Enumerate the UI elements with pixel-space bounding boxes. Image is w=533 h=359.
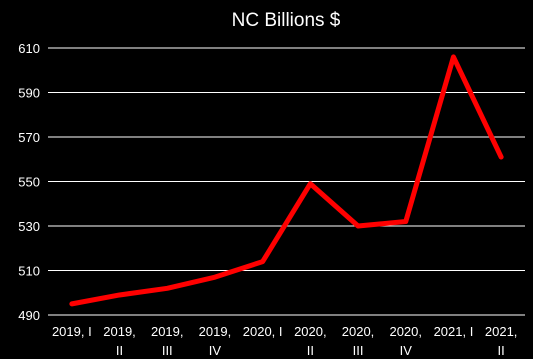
x-axis-tick-labels: 2019, I 2019, II 2019, III 2019, IV 2020, I 2020…: [52, 324, 517, 358]
x-tick-label: 2020, II: [294, 324, 327, 358]
data-point: [118, 293, 122, 297]
y-tick-label: 610: [18, 41, 40, 56]
y-tick-label: 490: [18, 308, 40, 323]
y-tick-label: 530: [18, 219, 40, 234]
x-tick-label: 2019, IV: [199, 324, 232, 358]
y-axis-tick-labels: 490 510 530 550 570 590 610: [18, 41, 40, 323]
x-tick-label: 2020, I: [243, 324, 283, 339]
y-tick-label: 590: [18, 86, 40, 101]
x-tick-label: 2020, IV: [389, 324, 422, 358]
data-point: [213, 275, 217, 279]
x-tick-label: 2019, III: [151, 324, 184, 358]
series-line-group: [69, 54, 504, 307]
x-tick-label: 2019, I: [52, 324, 92, 339]
x-tick-label: 2021, I: [434, 324, 474, 339]
x-tick-label: 2021, II: [485, 324, 518, 358]
data-point: [308, 182, 312, 186]
data-point: [499, 155, 503, 159]
data-point: [70, 302, 74, 306]
data-point: [451, 55, 455, 59]
data-point: [356, 224, 360, 228]
series-line: [69, 54, 504, 307]
data-point: [404, 220, 408, 224]
y-tick-label: 550: [18, 175, 40, 190]
x-tick-label: 2020, III: [342, 324, 375, 358]
data-point: [261, 260, 265, 264]
y-tick-label: 510: [18, 264, 40, 279]
data-point: [165, 286, 169, 290]
x-tick-label: 2019, II: [103, 324, 136, 358]
y-tick-label: 570: [18, 130, 40, 145]
chart-title: NC Billions $: [232, 10, 341, 31]
gridlines: [48, 47, 525, 316]
